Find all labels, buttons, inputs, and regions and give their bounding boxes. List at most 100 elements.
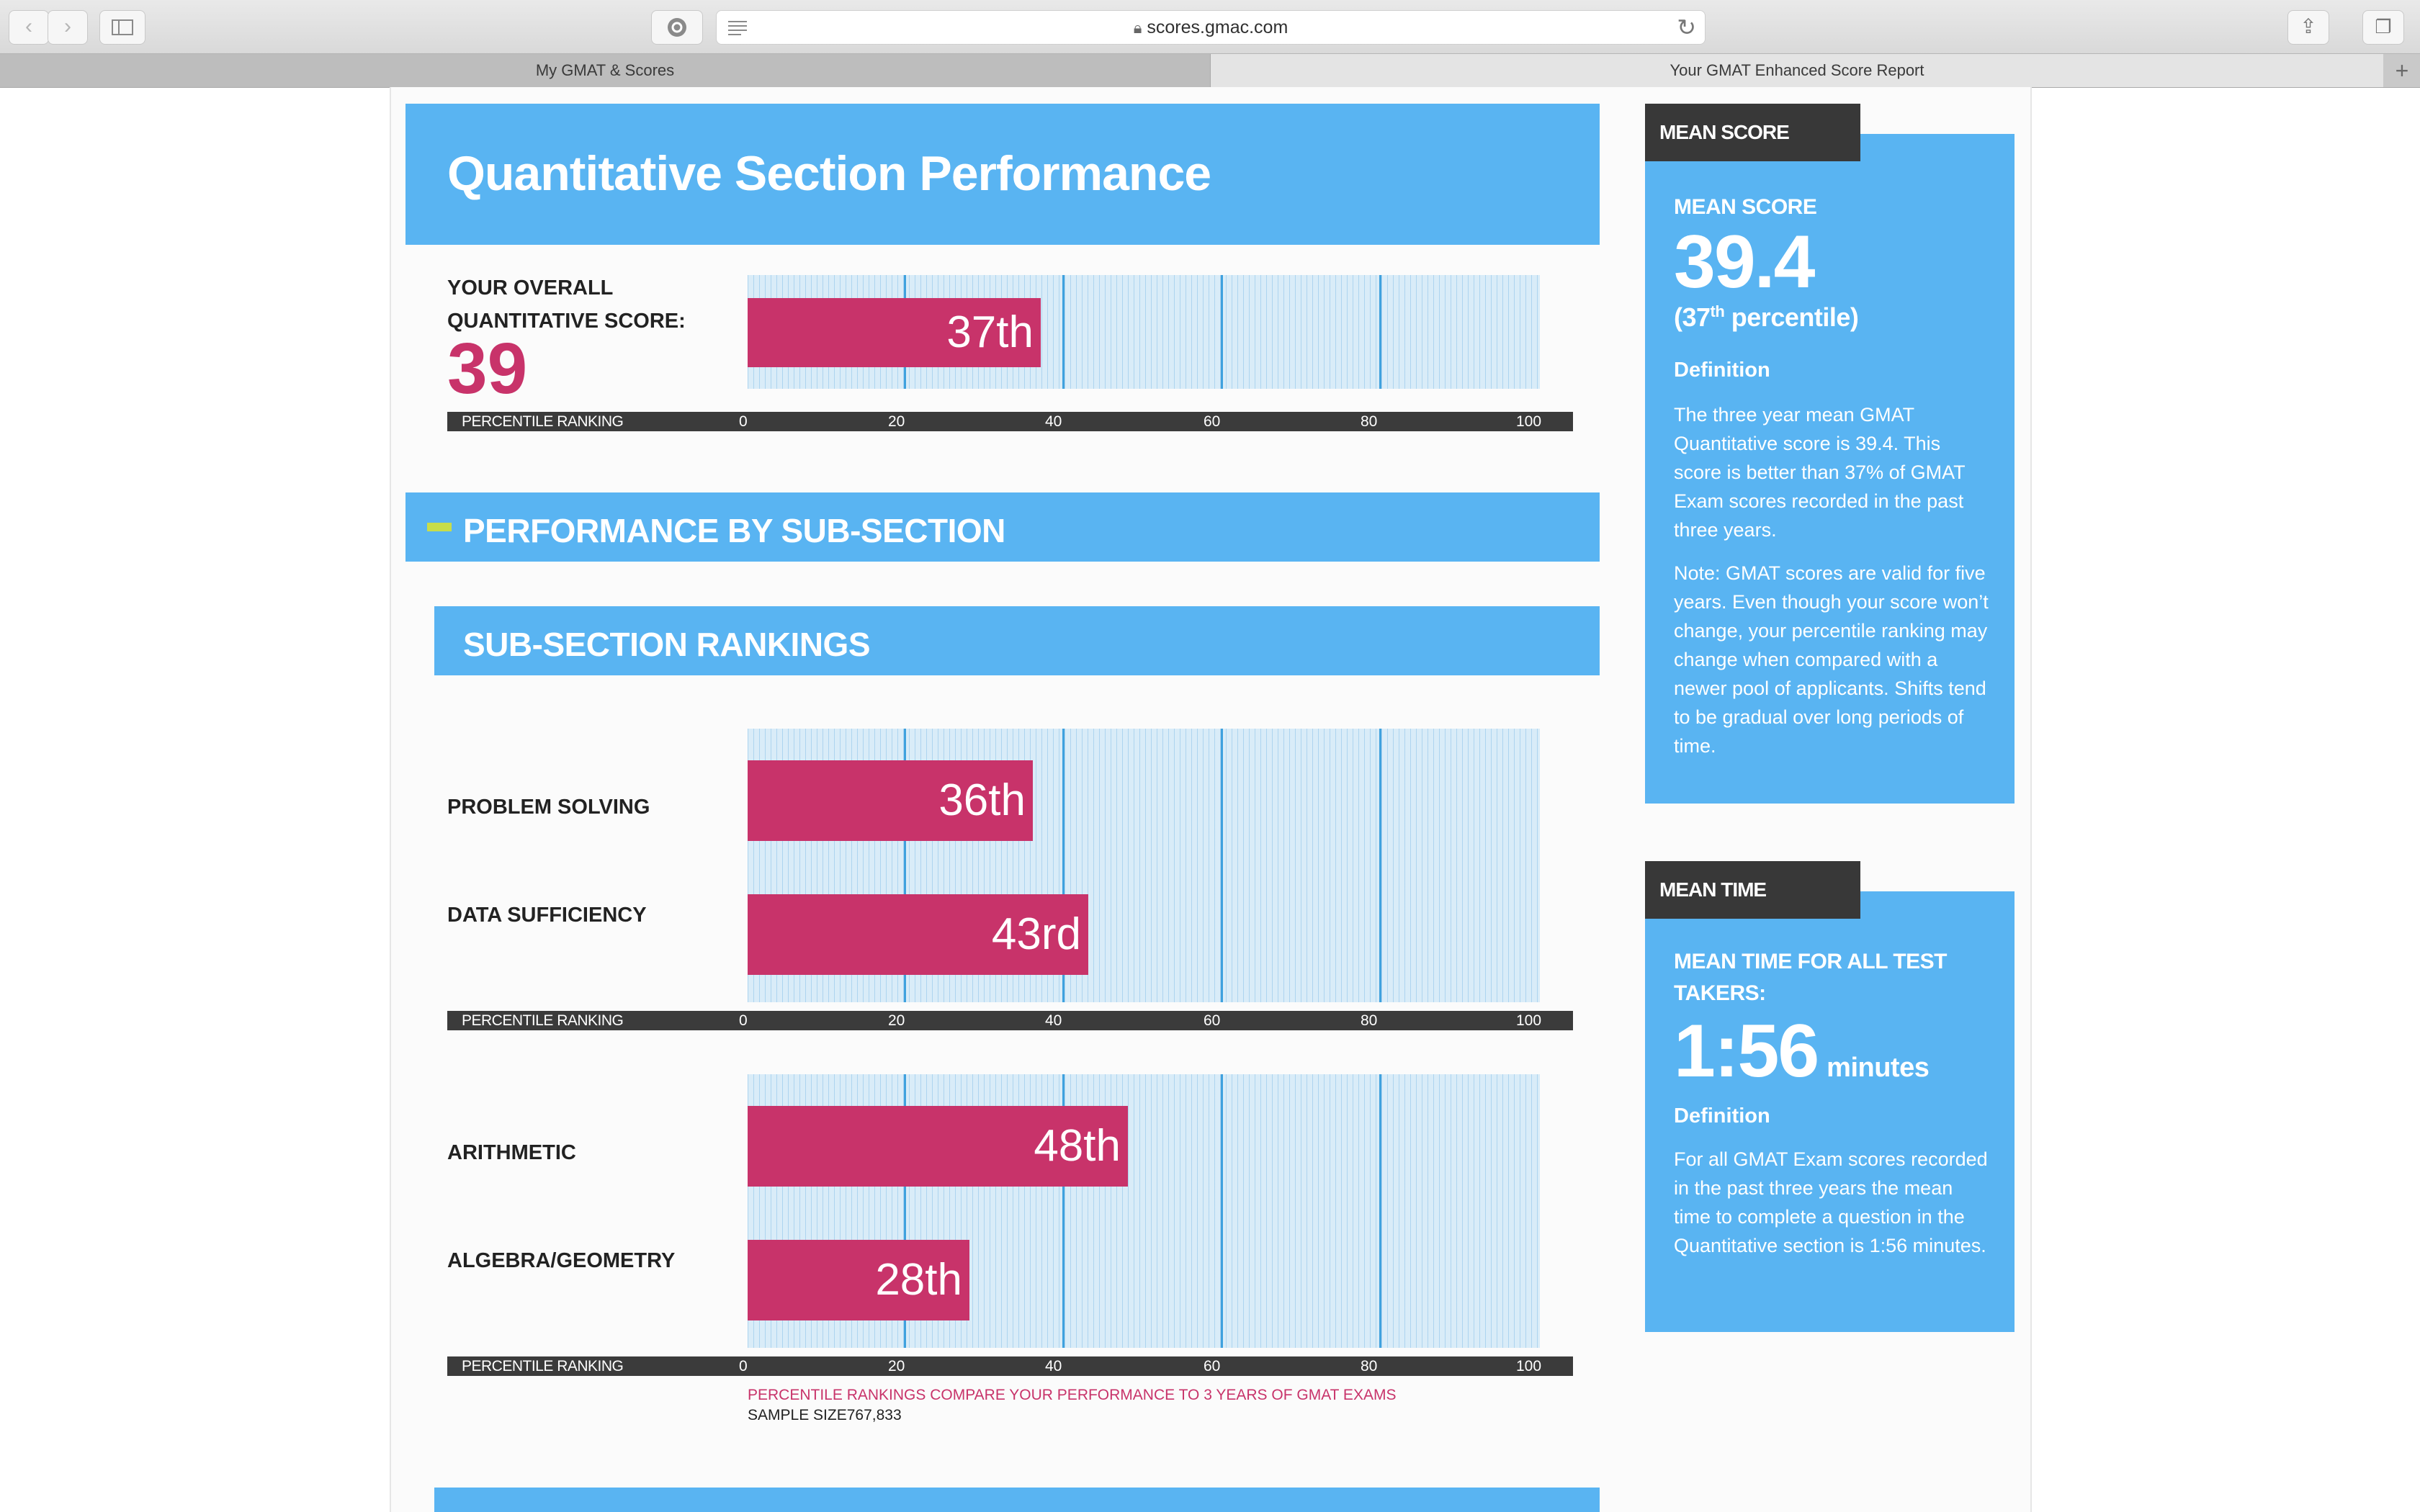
tabs-icon: ❐: [2375, 16, 2392, 37]
mean-time-definition-text: For all GMAT Exam scores recorded in the…: [1674, 1148, 1988, 1256]
share-button[interactable]: ⇪: [2287, 10, 2329, 45]
subsection-time-management-banner[interactable]: [434, 1488, 1600, 1512]
tick-40: 40: [1045, 1012, 1062, 1029]
gridline-40: [1062, 1074, 1065, 1348]
gridline-80: [1379, 1074, 1381, 1348]
overall-percentile-bar: 37th: [748, 298, 1041, 367]
reload-icon[interactable]: ↻: [1677, 14, 1696, 40]
tick-80: 80: [1361, 1012, 1378, 1029]
forward-button[interactable]: ›: [48, 10, 88, 45]
mean-time-heading-line1: MEAN TIME FOR ALL TEST: [1674, 950, 1948, 973]
tick-20: 20: [888, 413, 905, 430]
overall-score: 39: [447, 328, 528, 409]
overall-label-line2: QUANTITATIVE SCORE:: [447, 310, 686, 333]
axis-label: PERCENTILE RANKING: [462, 413, 624, 430]
lock-icon: 🔒︎: [1133, 19, 1142, 37]
subsection-bar-data-sufficiency: 43rd: [748, 894, 1088, 975]
rankings-heading: SUB-SECTION RANKINGS: [463, 626, 871, 663]
tick-40: 40: [1045, 1358, 1062, 1374]
tick-0: 0: [739, 1012, 748, 1029]
tick-60: 60: [1204, 413, 1221, 430]
address-bar[interactable]: 🔒︎ scores.gmac.com ↻: [716, 10, 1706, 45]
percentile-prefix: (37: [1674, 302, 1711, 332]
tick-40: 40: [1045, 413, 1062, 430]
gridline-40: [1062, 275, 1065, 389]
mean-score-value: 39.4: [1674, 220, 1815, 304]
subsection-label-data-sufficiency: 43rd: [991, 909, 1081, 959]
browser-toolbar: ‹ › 🔒︎ scores.gmac.com ↻ ⇪ ❐: [0, 0, 2420, 53]
axis-label: PERCENTILE RANKING: [462, 1012, 624, 1029]
mean-score-definition-text: The three year mean GMAT Quantitative sc…: [1674, 404, 1966, 541]
tick-80: 80: [1361, 413, 1378, 430]
axis-label: PERCENTILE RANKING: [462, 1358, 624, 1374]
tick-80: 80: [1361, 1358, 1378, 1374]
section-title-banner: Quantitative Section Performance: [405, 104, 1600, 245]
mean-time-value: 1:56: [1674, 1009, 1819, 1093]
back-button[interactable]: ‹: [9, 10, 49, 45]
mean-time-value-row: 1:56 minutes: [1674, 1014, 1930, 1105]
tick-100: 100: [1516, 1012, 1542, 1029]
tab-enhanced-score-report[interactable]: Your GMAT Enhanced Score Report: [1211, 54, 2383, 87]
tab-my-gmat-scores[interactable]: My GMAT & Scores: [0, 54, 1211, 87]
gridline-20: [904, 729, 906, 1002]
mean-time-unit: minutes: [1827, 1053, 1930, 1083]
share-icon: ⇪: [2300, 15, 2317, 37]
gridline-80: [1379, 729, 1381, 1002]
performance-by-subsection-toggle[interactable]: PERFORMANCE BY SUB-SECTION: [405, 492, 1600, 562]
gridline-60: [1221, 729, 1223, 1002]
mean-score-definition-label: Definition: [1674, 359, 1770, 382]
subsection-name-data-sufficiency: DATA SUFFICIENCY: [447, 904, 647, 927]
performance-heading: PERFORMANCE BY SUB-SECTION: [463, 512, 1005, 549]
subsection-bar-problem-solving: 36th: [748, 760, 1033, 841]
reader-icon: [728, 21, 747, 35]
subsection-name-algebra-geometry: ALGEBRA/GEOMETRY: [447, 1249, 676, 1272]
subsection-bar-algebra-geometry: 28th: [748, 1240, 969, 1320]
sample-size: SAMPLE SIZE767,833: [748, 1407, 902, 1423]
grammarly-icon: [668, 18, 686, 37]
gridline-40: [1062, 729, 1065, 1002]
mean-score-percentile: (37th percentile): [1674, 302, 1859, 333]
tick-0: 0: [739, 1358, 748, 1374]
collapse-dash-icon: [427, 523, 452, 531]
plus-icon: +: [2395, 58, 2409, 84]
mean-score-tag: MEAN SCORE: [1645, 104, 1860, 161]
mean-score-heading: MEAN SCORE: [1674, 195, 1817, 219]
url-text: 🔒︎ scores.gmac.com: [717, 11, 1705, 45]
mean-time-card: MEAN TIME FOR ALL TEST TAKERS: 1:56 minut…: [1645, 891, 2015, 1332]
sidebar-icon: [112, 19, 133, 35]
tabs-overview-button[interactable]: ❐: [2362, 10, 2404, 45]
subsection-name-problem-solving: PROBLEM SOLVING: [447, 796, 650, 819]
tick-20: 20: [888, 1012, 905, 1029]
tick-0: 0: [739, 413, 748, 430]
mean-time-definition-label: Definition: [1674, 1104, 1770, 1128]
tick-60: 60: [1204, 1358, 1221, 1374]
gridline-60: [1221, 275, 1223, 389]
subsection-label-algebra-geometry: 28th: [875, 1255, 962, 1305]
gridline-60: [1221, 1074, 1223, 1348]
gridline-80: [1379, 275, 1381, 389]
page-title: Quantitative Section Performance: [447, 146, 1211, 201]
sidebar-toggle-button[interactable]: [99, 10, 145, 45]
new-tab-button[interactable]: +: [2384, 54, 2420, 87]
mean-score-note: Note: GMAT scores are valid for five yea…: [1674, 562, 1989, 757]
tick-60: 60: [1204, 1012, 1221, 1029]
percentile-footnote: PERCENTILE RANKINGS COMPARE YOUR PERFORM…: [748, 1387, 1397, 1403]
url: scores.gmac.com: [1147, 17, 1289, 37]
subsection-bar-arithmetic: 48th: [748, 1106, 1128, 1187]
tab-bar: My GMAT & Scores Your GMAT Enhanced Scor…: [0, 53, 2420, 88]
mean-score-card: MEAN SCORE 39.4 (37th percentile) Defini…: [1645, 134, 2015, 804]
chevron-right-icon: ›: [64, 14, 71, 38]
percentile-axis: PERCENTILE RANKING 0 20 40 60 80 100: [447, 412, 1573, 431]
extension-button[interactable]: [651, 10, 703, 45]
overall-label-line1: YOUR OVERALL: [447, 276, 614, 300]
chevron-left-icon: ‹: [25, 14, 32, 38]
percentile-suffix: percentile): [1724, 302, 1859, 332]
mean-time-heading-line2: TAKERS:: [1674, 981, 1766, 1005]
subsection-name-arithmetic: ARITHMETIC: [447, 1141, 576, 1164]
gridline-20: [904, 1074, 906, 1348]
subsection-rankings-banner: SUB-SECTION RANKINGS: [434, 606, 1600, 675]
percentile-axis: PERCENTILE RANKING 0 20 40 60 80 100: [447, 1011, 1573, 1030]
overall-percentile-label: 37th: [946, 307, 1034, 357]
percentile-sup: th: [1710, 302, 1725, 320]
tick-100: 100: [1516, 1358, 1542, 1374]
